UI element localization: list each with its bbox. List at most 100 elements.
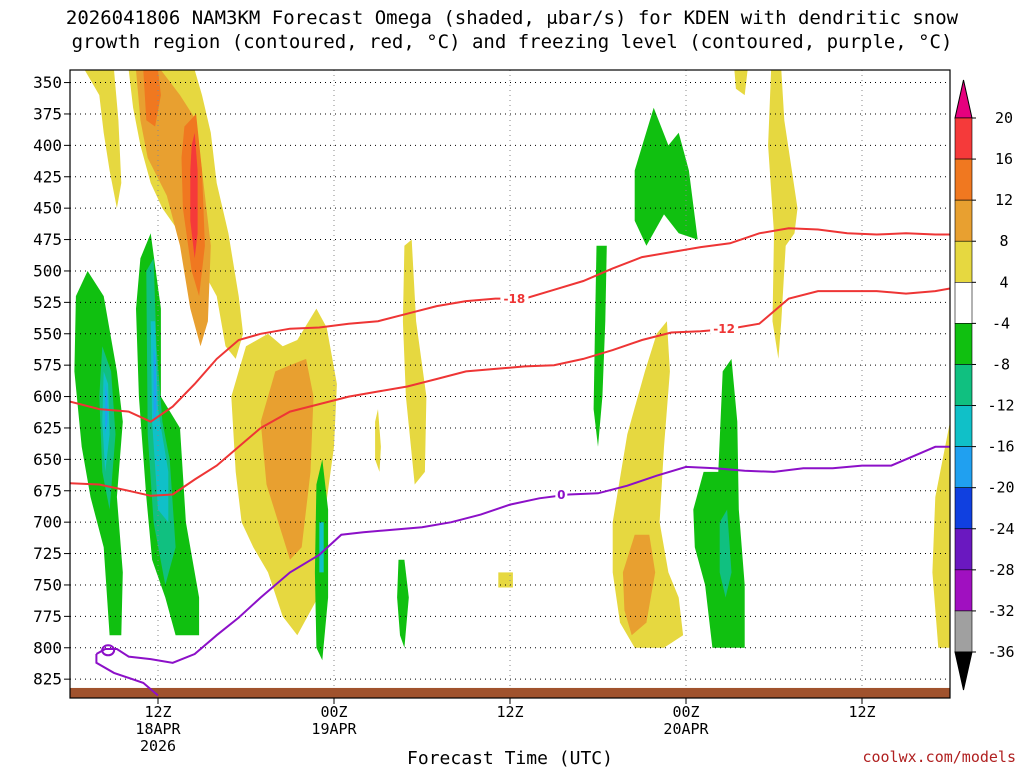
- omega-region-yellow-early-top: [84, 70, 122, 209]
- contour-label-freezing-level-0C: 0: [557, 488, 565, 502]
- y-tick-label-550: 550: [33, 324, 62, 343]
- omega-region-yellow-dot-30: [498, 572, 513, 588]
- x-tick-label-54-line1: 12Z: [848, 703, 875, 721]
- y-tick-label-450: 450: [33, 199, 62, 218]
- y-tick-label-475: 475: [33, 230, 62, 249]
- colorbar-label--12: -12: [987, 397, 1014, 415]
- x-tick-label-30-line1: 12Z: [496, 703, 523, 721]
- contour-label-bg-minus-18C: [500, 291, 529, 306]
- omega-region-green-early-left: [74, 271, 123, 636]
- omega-region-orange-mid-day2: [622, 534, 656, 636]
- chart-title-line2: growth region (contoured, red, °C) and f…: [72, 31, 953, 53]
- colorbar-bin--20--16: [954, 446, 973, 488]
- colorbar: 20 16 12 8 4 -4 -8 -12 -16 -20 -24 -28 -32 -36: [954, 79, 1015, 691]
- omega-region-red-core: [190, 132, 198, 259]
- colorbar-label-12: 12: [995, 191, 1013, 209]
- contours: -18 -12 0: [70, 227, 950, 697]
- y-tick-label-575: 575: [33, 356, 62, 375]
- y-tick-label-400: 400: [33, 136, 62, 155]
- x-tick-label-18-line1: 00Z: [320, 703, 347, 721]
- x-tick-label-18-line2: 19APR: [311, 720, 357, 738]
- y-tick-label-700: 700: [33, 513, 62, 532]
- ground-surface: [70, 687, 950, 698]
- y-tick-label-750: 750: [33, 575, 62, 594]
- x-tick-label-6-line1: 12Z: [144, 703, 171, 721]
- plot-area: -18 -12 0: [70, 70, 950, 698]
- omega-region-green-38z-upper: [634, 107, 698, 246]
- x-axis-label: Forecast Time (UTC): [407, 748, 613, 768]
- y-tick-label-350: 350: [33, 73, 62, 92]
- colorbar-bin-top: [954, 79, 973, 119]
- contour-freezing-level-0C-segment-0: [95, 654, 159, 697]
- colorbar-label--36: -36: [987, 643, 1014, 661]
- colorbar-label-8: 8: [999, 232, 1008, 250]
- y-tick-label-775: 775: [33, 607, 62, 626]
- colorbar-label-4: 4: [999, 273, 1008, 291]
- colorbar-bin--12--8: [954, 364, 973, 406]
- omega-region-yellow-late-column-2: [768, 70, 798, 359]
- y-tick-label-675: 675: [33, 481, 62, 500]
- y-tick-label-650: 650: [33, 450, 62, 469]
- contour-freezing-level-0C: [95, 445, 950, 664]
- colorbar-label--28: -28: [987, 561, 1014, 579]
- contour-label-minus-12C: -12: [713, 322, 735, 336]
- omega-region-yellow-late-column: [734, 70, 748, 96]
- x-tick-label-6-line3: 2026: [140, 737, 176, 755]
- y-axis: 350 375 400 425 450 475 500 525 550 575 600 625 650 6…: [33, 73, 70, 689]
- terrain: [70, 687, 950, 698]
- freezing-level-loop: [101, 644, 116, 657]
- omega-region-yellow-sliver-22: [402, 239, 427, 485]
- colorbar-label--24: -24: [987, 520, 1014, 538]
- omega-region-green-44z: [693, 358, 745, 648]
- colorbar-label--8: -8: [992, 355, 1010, 373]
- colorbar-bin--8--4: [954, 323, 973, 365]
- y-tick-label-800: 800: [33, 638, 62, 657]
- colorbar-bin--4-4: [954, 282, 973, 324]
- x-tick-label-42-line2: 20APR: [663, 720, 709, 738]
- colorbar-bin-8-12: [954, 199, 973, 242]
- plot-background: [70, 70, 950, 698]
- chart-title-line1: 2026041806 NAM3KM Forecast Omega (shaded…: [66, 7, 959, 29]
- colorbar-label--32: -32: [987, 602, 1014, 620]
- omega-region-cyan-18z: [319, 522, 324, 573]
- y-tick-label-825: 825: [33, 670, 62, 689]
- omega-region-dark-orange-core: [143, 70, 161, 127]
- x-tick-label-42-line1: 00Z: [672, 703, 699, 721]
- contour-minus-12C: [70, 287, 950, 497]
- colorbar-bin--16--12: [954, 405, 973, 447]
- colorbar-bin-4-8: [954, 240, 973, 283]
- contour-label-minus-18C: -18: [504, 292, 526, 306]
- y-tick-label-625: 625: [33, 418, 62, 437]
- contour-label-bg-minus-12C: [710, 321, 739, 336]
- omega-region-green-35z: [593, 245, 607, 447]
- colorbar-bin-bottom: [954, 651, 973, 691]
- colorbar-bin--24--20: [954, 487, 973, 530]
- colorbar-label--4: -4: [992, 314, 1010, 332]
- y-tick-label-500: 500: [33, 261, 62, 280]
- y-tick-label-525: 525: [33, 293, 62, 312]
- colorbar-bin--32--28: [954, 569, 973, 612]
- omega-shading: [74, 70, 950, 661]
- y-tick-label-600: 600: [33, 387, 62, 406]
- y-tick-label-375: 375: [33, 104, 62, 123]
- colorbar-label-20: 20: [995, 109, 1013, 127]
- colorbar-bin-16-20: [954, 117, 973, 160]
- colorbar-bin--36--32: [954, 610, 973, 653]
- credit-text: coolwx.com/models: [862, 748, 1016, 766]
- colorbar-label-16: 16: [995, 150, 1013, 168]
- contour-label-bg-freezing-level-0C: [555, 487, 568, 502]
- y-tick-label-425: 425: [33, 167, 62, 186]
- omega-region-yellow-late-lower: [932, 421, 950, 648]
- gridlines: [70, 70, 950, 698]
- contour-minus-18C: [70, 227, 950, 423]
- x-tick-label-6-line2: 18APR: [135, 720, 181, 738]
- colorbar-bin--28--24: [954, 528, 973, 571]
- colorbar-bin-12-16: [954, 158, 973, 201]
- colorbar-label--20: -20: [987, 479, 1014, 497]
- colorbar-label--16: -16: [987, 438, 1014, 456]
- omega-region-yellow-sliver-19: [375, 409, 381, 472]
- omega-region-green-21z: [397, 559, 409, 648]
- y-tick-label-725: 725: [33, 544, 62, 563]
